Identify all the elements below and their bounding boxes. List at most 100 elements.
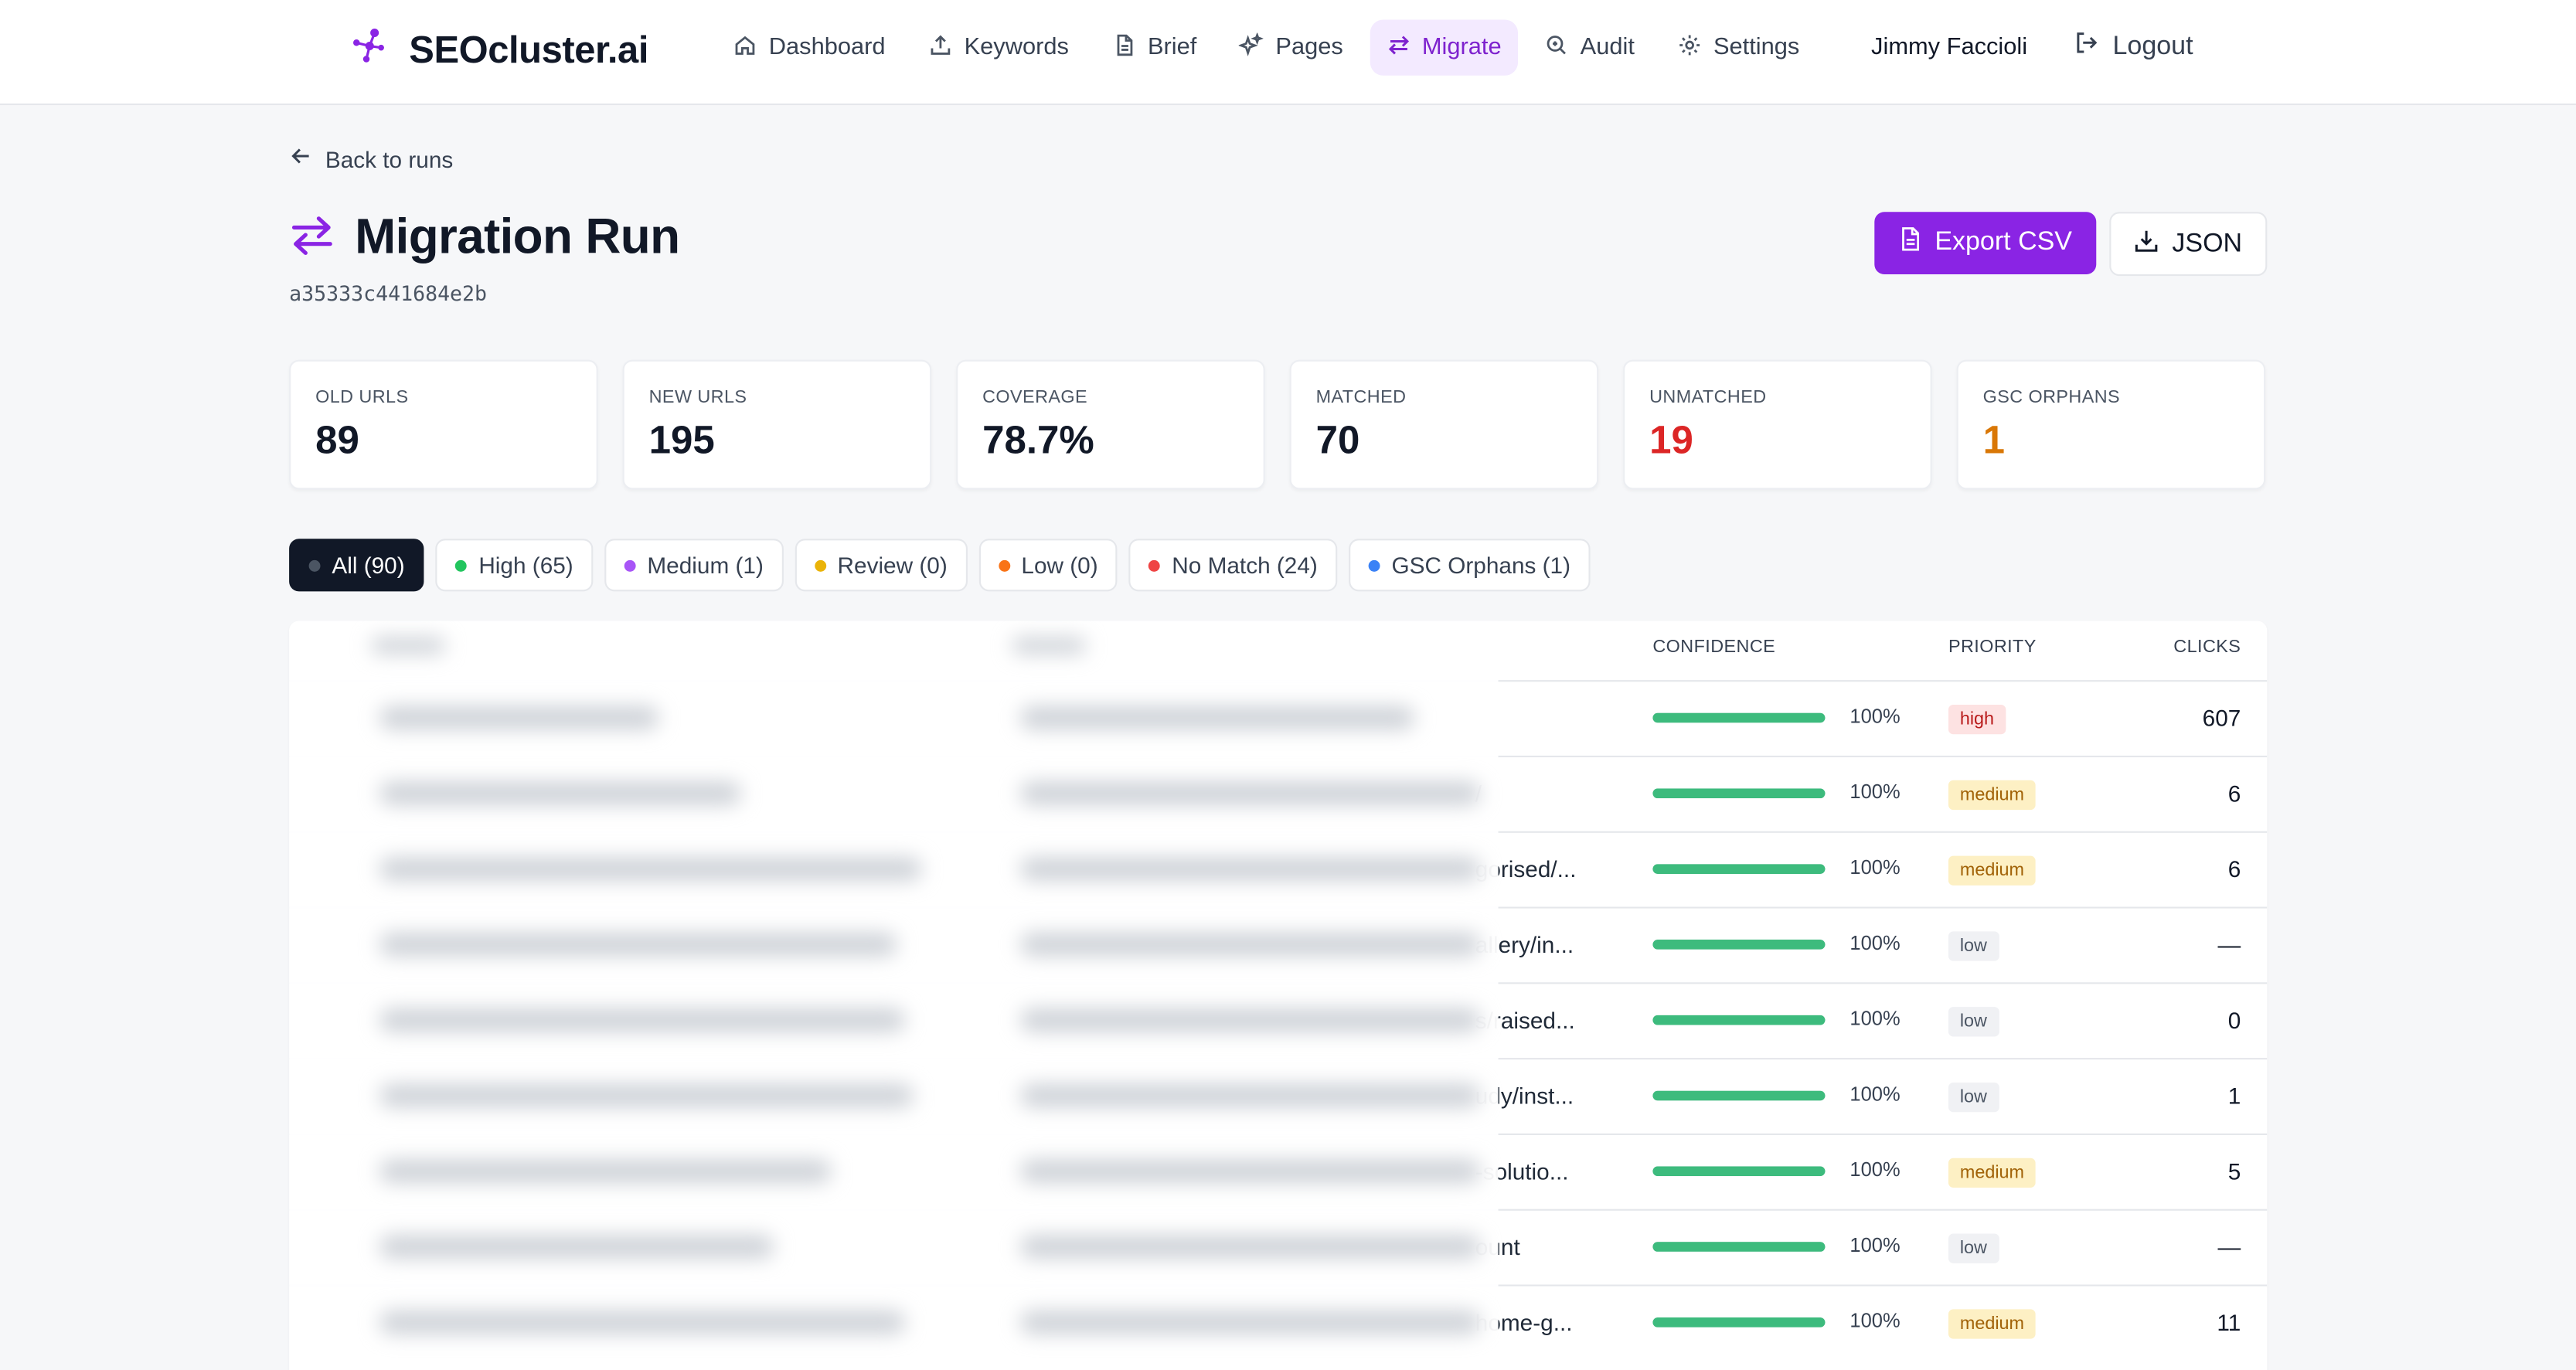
confidence-value: 100% [1849,1309,1901,1333]
confidence-bar [1652,940,1826,950]
chip-label: Review (0) [837,552,948,579]
filter-chips: All (90) High (65) Medium (1) Review (0)… [289,539,1591,592]
json-download-button[interactable]: JSON [2109,212,2268,277]
stat-card-old-urls: OLD URLS 89 [289,359,598,490]
column-header-confidence[interactable]: CONFIDENCE [1652,637,1776,658]
nav-item-brief[interactable]: Brief [1095,20,1213,76]
page-title: Migration Run [355,210,680,265]
clicks-value: 11 [2217,1309,2241,1336]
confidence-bar [1652,1317,1826,1328]
chip-label: High (65) [478,552,573,579]
brand[interactable]: SEOcluster.ai [350,23,648,76]
filter-chip-no-match[interactable]: No Match (24) [1129,539,1338,592]
chip-label: No Match (24) [1172,552,1318,579]
column-header-priority[interactable]: PRIORITY [1948,637,2037,658]
clicks-value: 5 [2227,1158,2241,1185]
run-id: a35333c441684e2b [289,280,488,306]
chip-label: All (90) [332,552,405,579]
nav-label: Audit [1580,34,1635,61]
logout-label: Logout [2112,32,2193,60]
export-csv-button[interactable]: Export CSV [1874,212,2097,275]
confidence-bar [1652,1090,1826,1101]
stat-card-new-urls: NEW URLS 195 [622,359,932,490]
priority-badge: high [1948,705,2006,735]
filter-chip-all[interactable]: All (90) [289,539,425,592]
filter-chip-medium[interactable]: Medium (1) [604,539,784,592]
nav-item-pages[interactable]: Pages [1223,20,1359,76]
priority-badge: low [1948,1007,1999,1037]
nav-label: Brief [1147,34,1197,61]
chip-label: Low (0) [1021,552,1098,579]
filter-chip-high[interactable]: High (65) [436,539,594,592]
confidence-value: 100% [1849,705,1901,728]
json-label: JSON [2172,229,2243,257]
stat-label: COVERAGE [982,387,1088,408]
confidence-bar-fill [1652,1166,1826,1177]
search-icon [1544,32,1569,63]
confidence-bar-fill [1652,1015,1826,1025]
filter-chip-low[interactable]: Low (0) [978,539,1118,592]
confidence-bar [1652,1015,1826,1025]
back-link-label: Back to runs [325,145,454,172]
stat-label: NEW URLS [648,387,747,408]
stat-value: 89 [315,419,359,464]
confidence-value: 100% [1849,780,1901,804]
stat-label: OLD URLS [315,387,409,408]
confidence-bar [1652,712,1826,723]
migrate-icon [289,211,335,265]
clicks-value: 6 [2227,780,2241,807]
back-to-runs-link[interactable]: Back to runs [289,144,453,172]
confidence-bar [1652,788,1826,799]
confidence-bar-fill [1652,1317,1826,1328]
filter-chip-gsc-orphans[interactable]: GSC Orphans (1) [1349,539,1591,592]
stat-value: 195 [648,419,715,464]
confidence-bar-fill [1652,712,1826,723]
filter-chip-review[interactable]: Review (0) [795,539,968,592]
priority-badge: medium [1948,855,2036,886]
brand-name: SEOcluster.ai [409,27,648,70]
arrows-swap-icon [1386,32,1411,63]
confidence-value: 100% [1849,1082,1901,1106]
stat-card-matched: MATCHED 70 [1289,359,1599,490]
column-header-clicks[interactable]: CLICKS [2173,637,2241,658]
stat-label: GSC ORPHANS [1982,387,2121,408]
nav-label: Dashboard [768,34,886,61]
stat-label: UNMATCHED [1649,387,1767,408]
nav-item-audit[interactable]: Audit [1528,20,1652,76]
nav-item-settings[interactable]: Settings [1661,20,1816,76]
nav-item-keywords[interactable]: Keywords [912,20,1086,76]
brand-logo-icon [350,25,390,73]
nav-label: Settings [1713,34,1800,61]
status-dot-icon [455,559,468,571]
nav-item-migrate[interactable]: Migrate [1369,19,1518,76]
logout-button[interactable]: Logout [2074,29,2193,64]
top-navbar: SEOcluster.ai Dashboard Keywords Brief P… [0,0,2576,106]
status-dot-icon [308,559,321,571]
export-csv-label: Export CSV [1935,228,2073,257]
status-dot-icon [624,559,636,571]
confidence-value: 100% [1849,1158,1901,1181]
sparkles-icon [1238,31,1264,63]
gear-icon [1677,32,1702,63]
nav-item-dashboard[interactable]: Dashboard [716,20,902,76]
confidence-bar [1652,1242,1826,1252]
stat-value: 78.7% [982,419,1094,464]
stat-value: 1 [1982,419,2005,464]
confidence-value: 100% [1849,1233,1901,1257]
clicks-value: 607 [2202,705,2241,732]
confidence-value: 100% [1849,1007,1901,1030]
priority-badge: low [1948,931,1999,961]
clicks-value: 1 [2227,1082,2241,1109]
priority-badge: medium [1948,1158,2036,1188]
file-icon [1899,226,1922,260]
blurred-url-columns [289,620,1499,1370]
stat-card-gsc-orphans: GSC ORPHANS 1 [1956,359,2266,490]
stat-card-coverage: COVERAGE 78.7% [956,359,1265,490]
status-dot-icon [1148,559,1161,571]
stat-value: 19 [1649,419,1693,464]
arrow-left-icon [289,144,312,172]
priority-badge: medium [1948,780,2036,811]
upload-icon [928,32,953,63]
download-icon [2134,227,2159,260]
confidence-bar [1652,864,1826,874]
